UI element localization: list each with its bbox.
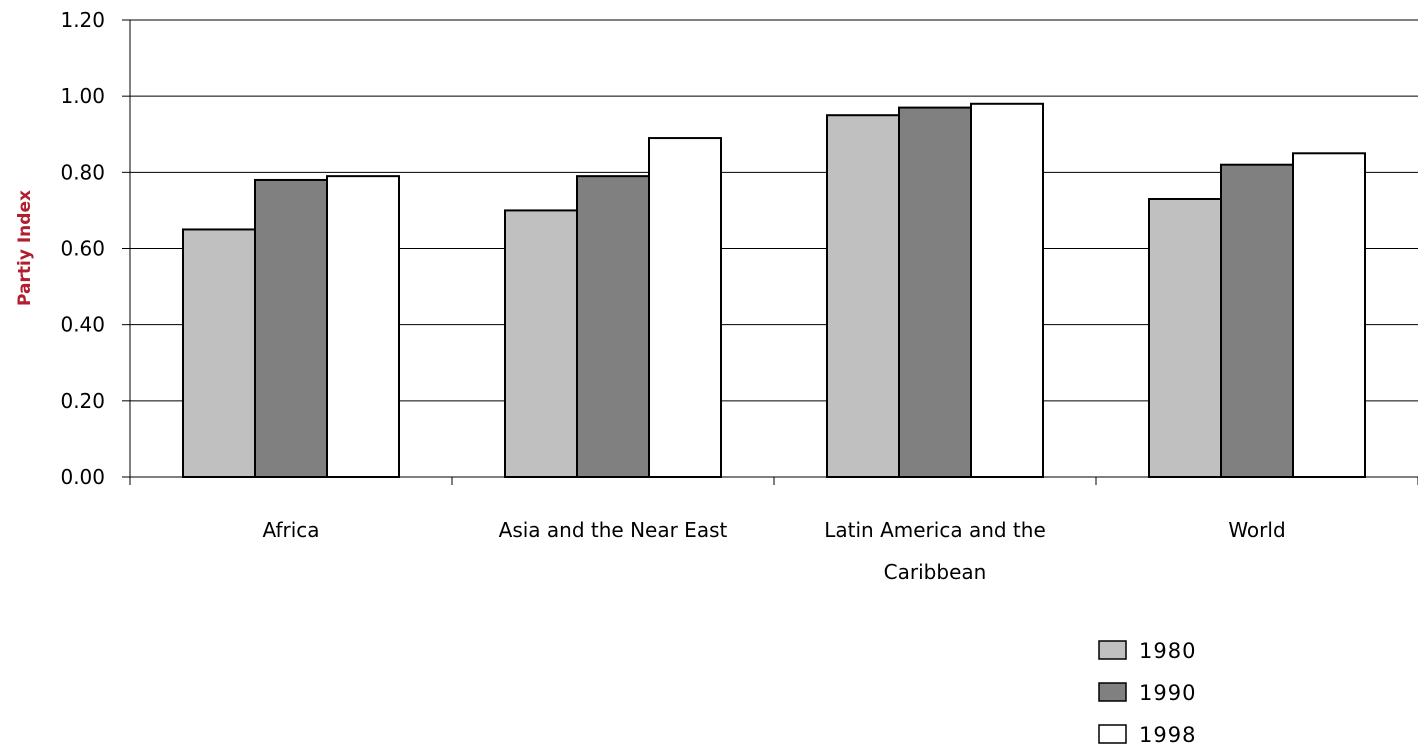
x-category-label: Caribbean <box>884 560 987 584</box>
bar-1990 <box>576 175 650 478</box>
y-tick-labels: 0.00 0.20 0.40 0.60 0.80 1.00 1.20 <box>60 8 105 489</box>
bar-1980 <box>826 114 900 478</box>
y-tick-label: 0.60 <box>60 237 105 261</box>
y-tick-label: 0.40 <box>60 313 105 337</box>
y-tick-label: 1.20 <box>60 8 105 32</box>
y-axis-label: Partiy Index <box>15 190 35 306</box>
legend-swatch-1990 <box>1098 682 1127 702</box>
x-category-label: Africa <box>262 518 319 542</box>
bar-1980 <box>504 209 578 479</box>
legend-label-1990: 1990 <box>1139 681 1196 705</box>
legend: 1980 1990 1998 <box>1098 639 1196 747</box>
bar-1998 <box>970 102 1044 479</box>
legend-label-1980: 1980 <box>1139 639 1196 663</box>
x-category-label: Latin America and the <box>824 518 1046 542</box>
axes-group <box>122 19 1418 485</box>
y-tick-label: 1.00 <box>60 84 105 108</box>
bar-1990 <box>254 178 328 478</box>
x-category-labels: Africa Asia and the Near East Latin Americ… <box>262 518 1285 584</box>
bar-1990 <box>1220 163 1294 478</box>
bar-1998 <box>326 175 400 478</box>
x-category-label: Asia and the Near East <box>499 518 728 542</box>
bar-1980 <box>1148 197 1222 478</box>
x-category-label: World <box>1228 518 1285 542</box>
y-tick-label: 0.20 <box>60 389 105 413</box>
legend-swatch-1980 <box>1098 640 1127 660</box>
bar-1990 <box>898 106 972 478</box>
bar-1980 <box>182 228 256 478</box>
bar-1998 <box>1292 152 1366 479</box>
y-tick-label: 0.00 <box>60 465 105 489</box>
bars-group <box>182 102 1366 479</box>
bar-1998 <box>648 137 722 479</box>
y-tick-label: 0.80 <box>60 160 105 184</box>
legend-swatch-1998 <box>1098 724 1127 744</box>
legend-label-1998: 1998 <box>1139 723 1196 747</box>
